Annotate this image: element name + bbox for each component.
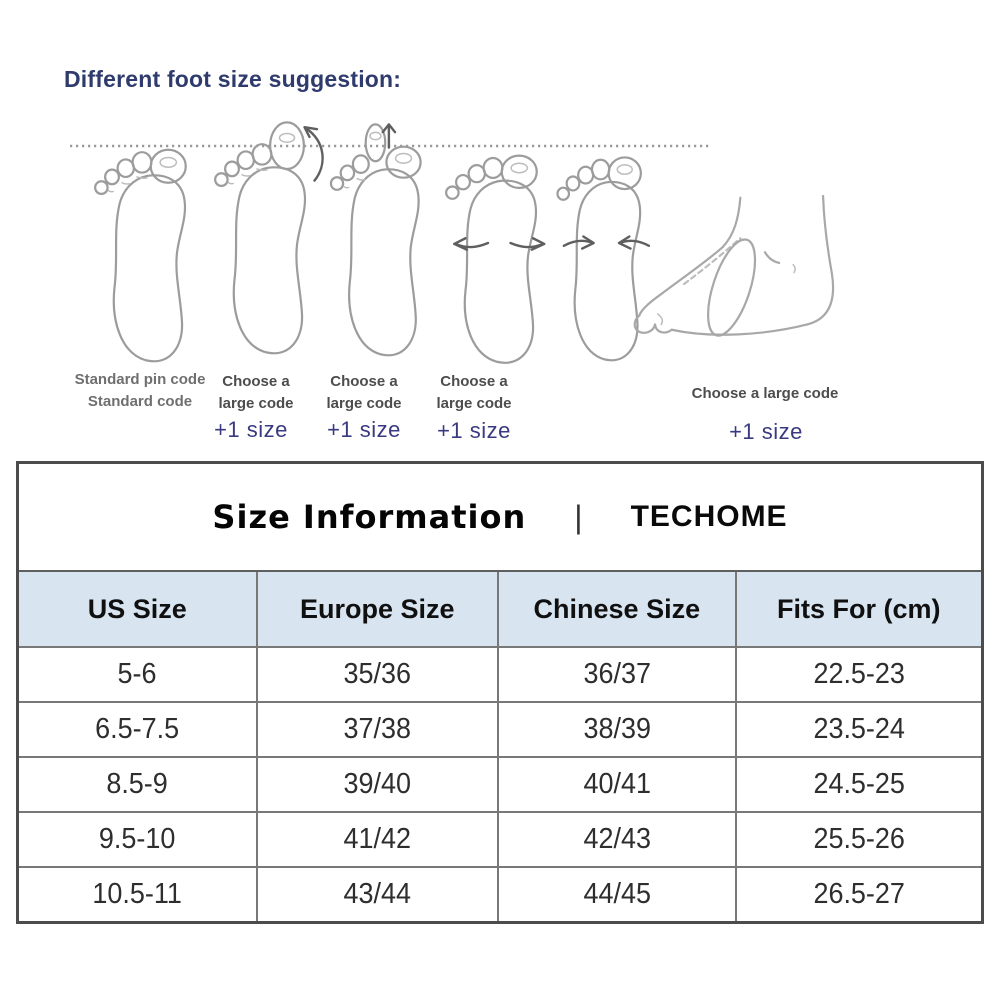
size-table: Size Information | TECHOME US Size Europ… (16, 461, 984, 924)
plus-one-size-label: +1 size (729, 419, 803, 444)
table-cell: 6.5-7.5 (19, 703, 258, 756)
column-header-europe-size: Europe Size (258, 572, 500, 646)
table-cell: 40/41 (499, 758, 737, 811)
table-cell: 43/44 (258, 868, 500, 921)
foot-sole-long-second-toe-illustration (331, 124, 421, 355)
foot-caption-long-big-toe: Choose a large code (218, 371, 293, 415)
table-cell: 41/42 (258, 813, 500, 866)
caption-line: Standard code (87, 393, 193, 410)
table-cell: 44/45 (499, 868, 737, 921)
table-cell: 35/36 (258, 648, 500, 701)
table-cell: 22.5-23 (813, 658, 905, 690)
caption-line: Choose a (440, 373, 508, 390)
plus-one-size-label: +1 size (437, 418, 511, 443)
caption-line: Choose a (330, 373, 398, 390)
foot-caption-standard: Standard pin code Standard code (75, 369, 206, 413)
foot-sole-splayed-illustration (557, 157, 648, 360)
foot-caption-side-view: Choose a large code (692, 383, 839, 405)
table-row: 8.5-9 39/40 40/41 24.5-25 (19, 756, 981, 811)
table-row: 9.5-10 41/42 42/43 25.5-26 (19, 811, 981, 866)
caption-line: large code (326, 395, 402, 412)
caption-line: large code (436, 395, 512, 412)
table-cell: 37/38 (258, 703, 500, 756)
foot-caption-wide: Choose a large code (436, 371, 511, 415)
table-cell: 36/37 (499, 648, 737, 701)
caption-line: large code (218, 395, 294, 412)
page-title: Different foot size suggestion: (64, 66, 402, 92)
table-row: 10.5-11 43/44 44/45 26.5-27 (19, 866, 981, 921)
table-cell: 25.5-26 (813, 823, 905, 855)
table-cell: 9.5-10 (19, 813, 258, 866)
column-header-chinese-size: Chinese Size (499, 572, 737, 646)
girth-measure-loop (698, 234, 764, 341)
column-header-us-size: US Size (19, 572, 258, 646)
table-cell: 26.5-27 (813, 878, 905, 910)
caption-line: Standard pin code (74, 371, 206, 388)
caption-line: Choose a (222, 373, 290, 390)
table-cell: 10.5-11 (19, 868, 258, 921)
table-cell: 39/40 (258, 758, 500, 811)
foot-sole-standard-illustration (95, 150, 186, 362)
foot-sole-wide-illustration (446, 156, 544, 363)
table-cell: 24.5-25 (813, 768, 905, 800)
size-table-title-row: Size Information | TECHOME (19, 464, 981, 572)
table-cell: 23.5-24 (813, 713, 905, 745)
table-cell: 5-6 (19, 648, 258, 701)
table-row: 5-6 35/36 36/37 22.5-23 (19, 646, 981, 701)
plus-one-size-label: +1 size (327, 417, 401, 442)
caption-line: Choose a large code (691, 385, 839, 402)
size-info-title: Size Information (212, 498, 527, 536)
column-header-fits-for: Fits For (cm) (777, 594, 941, 624)
plus-one-size-label: +1 size (214, 417, 288, 442)
title-separator: | (574, 498, 583, 535)
foot-sole-long-big-toe-illustration (215, 122, 322, 353)
table-cell: 42/43 (499, 813, 737, 866)
table-cell: 8.5-9 (19, 758, 258, 811)
foot-caption-long-second-toe: Choose a large code (326, 371, 401, 415)
table-row: 6.5-7.5 37/38 38/39 23.5-24 (19, 701, 981, 756)
table-cell: 38/39 (499, 703, 737, 756)
feet-illustration (70, 118, 925, 388)
foot-side-view-illustration (635, 196, 833, 341)
brand-name: TECHOME (630, 500, 788, 533)
table-header-row: US Size Europe Size Chinese Size Fits Fo… (19, 572, 981, 646)
